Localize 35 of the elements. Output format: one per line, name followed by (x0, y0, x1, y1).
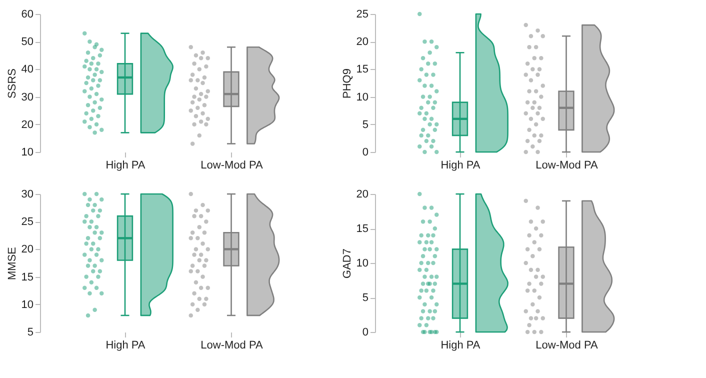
y-axis-title: PHQ9 (341, 68, 354, 98)
y-tick-label: 15 (21, 271, 34, 284)
x-tick-label: High PA (106, 340, 146, 352)
y-tick-label: 20 (21, 244, 34, 256)
y-tick-label: 20 (356, 36, 368, 48)
x-tick-label: High PA (106, 160, 146, 172)
y-tick-label: 25 (356, 8, 368, 20)
y-tick-label: 5 (362, 118, 368, 131)
y-tick-label: 20 (21, 118, 34, 131)
x-tick-label: Low-Mod PA (200, 340, 264, 352)
x-tick-label: High PA (440, 160, 481, 172)
y-tick-label: 0 (362, 146, 368, 158)
y-axis-title: MMSE (6, 247, 18, 280)
y-tick-label: 20 (356, 188, 368, 200)
y-tick-label: 5 (362, 292, 368, 304)
y-tick-label: 0 (362, 326, 368, 338)
y-tick-label: 25 (21, 216, 34, 228)
y-axis-title: GAD7 (341, 248, 354, 278)
y-tick-label: 5 (27, 326, 34, 338)
x-tick-label: High PA (440, 340, 481, 352)
y-tick-label: 15 (356, 64, 368, 76)
y-axis-title: SSRS (6, 68, 18, 98)
y-tick-label: 40 (21, 64, 34, 76)
y-tick-label: 30 (21, 188, 34, 200)
y-tick-label: 60 (21, 8, 34, 20)
y-tick-label: 30 (21, 91, 34, 104)
y-tick-label: 10 (21, 146, 34, 158)
y-tick-label: 10 (356, 258, 368, 270)
y-tick-label: 50 (21, 36, 34, 48)
x-tick-label: Low-Mod PA (200, 160, 264, 172)
y-tick-label: 10 (21, 298, 34, 311)
y-tick-label: 10 (356, 91, 368, 104)
y-tick-label: 15 (356, 223, 368, 235)
x-tick-label: Low-Mod PA (536, 160, 598, 172)
x-tick-label: Low-Mod PA (536, 340, 598, 352)
